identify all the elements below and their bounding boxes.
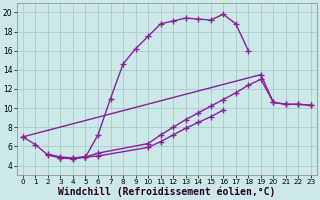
X-axis label: Windchill (Refroidissement éolien,°C): Windchill (Refroidissement éolien,°C) <box>58 187 276 197</box>
